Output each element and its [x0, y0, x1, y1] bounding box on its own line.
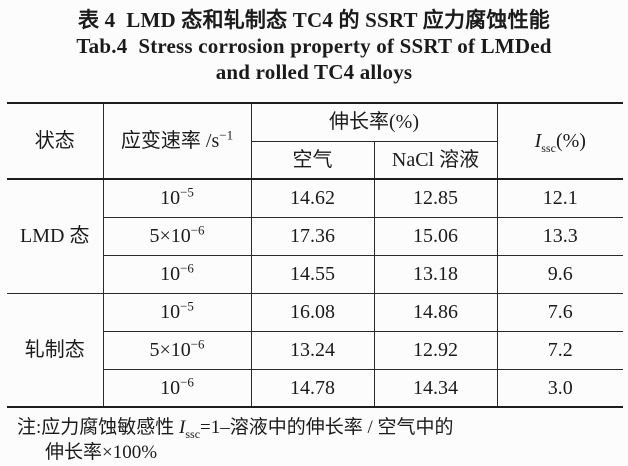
nacl-value-cell: 14.34: [374, 368, 498, 407]
nacl-value-cell: 13.18: [374, 254, 498, 293]
nacl-value-cell: 14.86: [374, 292, 498, 331]
header-state: 状态: [7, 103, 104, 179]
table-title-en-line2: and rolled TC4 alloys: [215, 60, 413, 84]
header-issc: Issc(%): [534, 130, 586, 155]
rate-cell: 10−5: [103, 178, 252, 217]
issc-value-cell: 12.1: [497, 178, 624, 217]
table-row: 10−6 14.55 13.18 9.6: [7, 254, 624, 293]
table-caption: 表 4 LMD 态和轧制态 TC4 的 SSRT 应力腐蚀性能 Tab.4 St…: [0, 0, 628, 85]
table-title-zh: 表 4 LMD 态和轧制态 TC4 的 SSRT 应力腐蚀性能: [78, 8, 550, 32]
header-nacl-solution: NaCl 溶液: [374, 141, 498, 179]
air-value-cell: 13.24: [251, 330, 375, 369]
footnote: 注:应力腐蚀敏感性 Issc=1–溶液中的伸长率 / 空气中的 伸长率×100%: [0, 415, 628, 465]
table-row: 10−6 14.78 14.34 3.0: [7, 368, 624, 407]
ssrt-results-table: 状态 应变速率 /s−1 伸长率(%) Issc(%) 空气 NaCl 溶液 L…: [7, 102, 624, 408]
issc-value-cell: 7.2: [497, 330, 624, 369]
header-air: 空气: [251, 141, 375, 179]
table-row: 5×10−6 13.24 12.92 7.2: [7, 330, 624, 369]
nacl-value-cell: 12.92: [374, 330, 498, 369]
issc-value-cell: 3.0: [497, 368, 624, 407]
table-row: 轧制态 10−5 16.08 14.86 7.6: [7, 292, 624, 407]
rate-cell: 5×10−6: [103, 216, 252, 255]
header-elongation-group: 伸长率(%): [251, 103, 498, 142]
table-row: 5×10−6 17.36 15.06 13.3: [7, 216, 624, 255]
state-cell-rolled: 轧制态: [7, 292, 104, 407]
rate-cell: 10−6: [103, 254, 252, 293]
footnote-line1: 注:应力腐蚀敏感性 Issc=1–溶液中的伸长率 / 空气中的: [17, 417, 454, 441]
rate-cell: 5×10−6: [103, 330, 252, 369]
nacl-value-cell: 15.06: [374, 216, 498, 255]
air-value-cell: 14.55: [251, 254, 375, 293]
table-header: 状态 应变速率 /s−1 伸长率(%) Issc(%) 空气 NaCl 溶液: [7, 103, 623, 179]
issc-value-cell: 7.6: [497, 292, 624, 331]
table-row: LMD 态 10−5 14.62 12.85 12.1: [7, 178, 624, 293]
table-title-en-line1: Tab.4 Stress corrosion property of SSRT …: [76, 34, 552, 58]
header-strain-rate: 应变速率 /s−1: [103, 103, 252, 179]
rate-cell: 10−5: [103, 292, 252, 331]
state-cell-lmd: LMD 态: [7, 178, 104, 293]
rate-cell: 10−6: [103, 368, 252, 407]
footnote-line2: 伸长率×100%: [45, 442, 158, 463]
air-value-cell: 14.78: [251, 368, 375, 407]
air-value-cell: 17.36: [251, 216, 375, 255]
issc-value-cell: 9.6: [497, 254, 624, 293]
air-value-cell: 16.08: [251, 292, 375, 331]
air-value-cell: 14.62: [251, 178, 375, 217]
table-body: LMD 态 10−5 14.62 12.85 12.1 5×10−6 17.36…: [7, 178, 624, 407]
issc-value-cell: 13.3: [497, 216, 624, 255]
nacl-value-cell: 12.85: [374, 178, 498, 217]
